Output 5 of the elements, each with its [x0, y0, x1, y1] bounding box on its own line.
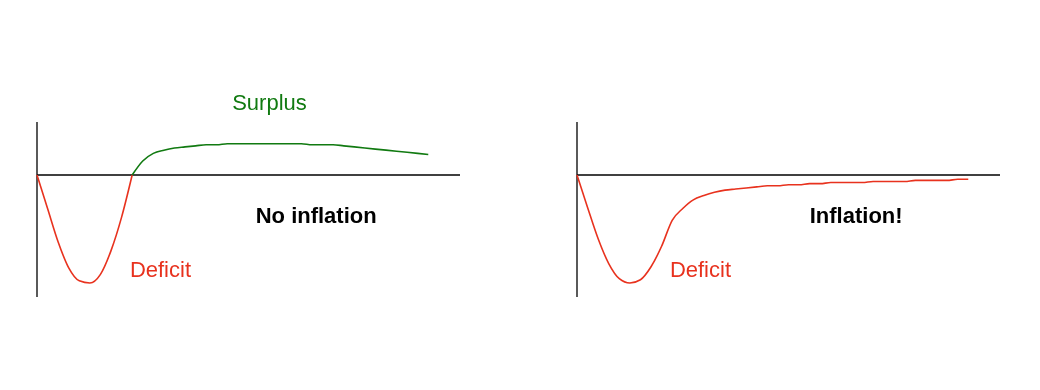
annotation: No inflation [255, 203, 377, 228]
annotation: Inflation! [809, 203, 903, 228]
series-label: Surplus [232, 89, 307, 115]
series-label: Deficit [669, 257, 731, 282]
series-label: Deficit [129, 257, 191, 282]
